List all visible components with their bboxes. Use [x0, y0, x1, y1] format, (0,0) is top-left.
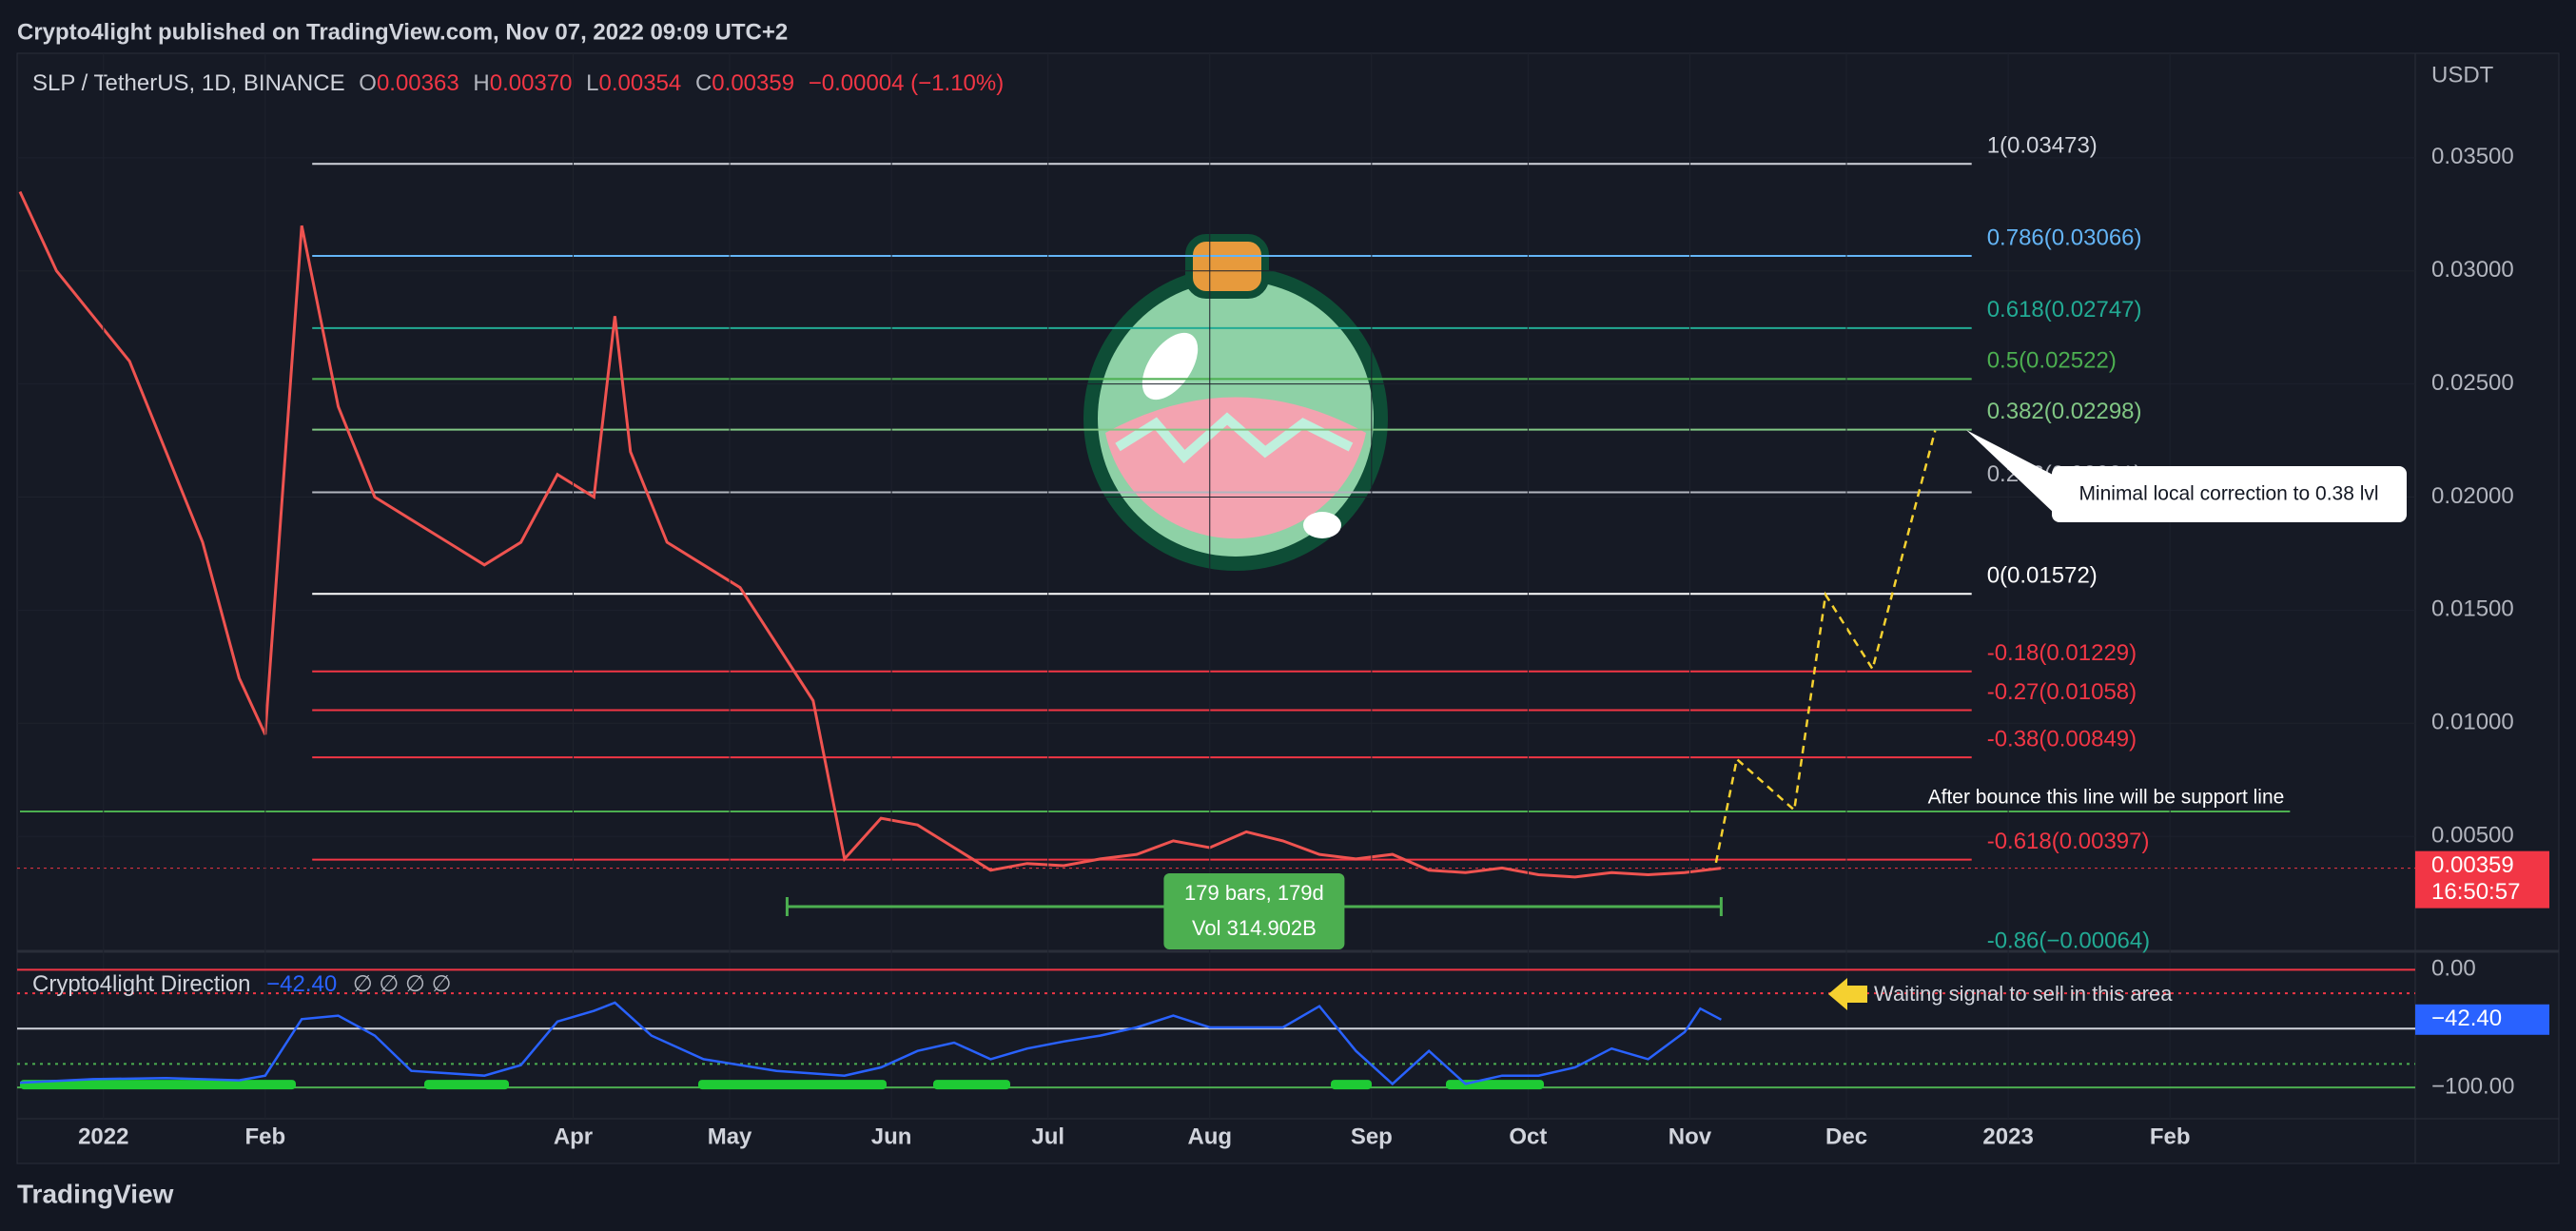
x-tick-label: Feb [244, 1124, 285, 1149]
ohlc-value: 0.00363 [377, 70, 459, 96]
fib-label: 1(0.03473) [1987, 133, 2098, 159]
fib-label: -0.38(0.00849) [1987, 726, 2137, 752]
legend: SLP / TetherUS, 1D, BINANCE O0.00363 H0.… [32, 70, 1004, 96]
y-tick-label: 0.01500 [2431, 596, 2514, 622]
x-tick-label: 2022 [78, 1124, 128, 1149]
price-tag-label: 0.00359 [2431, 852, 2514, 878]
fib-label: -0.86(−0.00064) [1987, 928, 2150, 953]
x-tick-label: 2023 [1982, 1124, 2033, 1149]
measure-bars: 179 bars, 179d [1184, 881, 1324, 905]
indicator-tag [2415, 1004, 2549, 1035]
x-tick-label: Sep [1351, 1124, 1393, 1149]
fib-label: -0.18(0.01229) [1987, 640, 2137, 666]
change: −0.00004 (−1.10%) [809, 70, 1005, 96]
ohlc-value: 0.00359 [712, 70, 794, 96]
signal-marker [933, 1080, 1010, 1090]
x-tick-label: May [708, 1124, 752, 1149]
x-tick-label: Apr [554, 1124, 593, 1149]
ohlc-key: O [359, 70, 377, 96]
countdown: 16:50:57 [2431, 879, 2520, 905]
ohlc-key: H [473, 70, 489, 96]
ohlc-value: 0.00370 [490, 70, 573, 96]
price-pane [17, 157, 2415, 879]
y-tick-label: 0.02000 [2431, 483, 2514, 509]
fib-label: 0.786(0.03066) [1987, 225, 2142, 250]
fib-label: 0(0.01572) [1987, 563, 2098, 589]
indicator-value: −42.40 [266, 971, 337, 997]
x-tick-label: Dec [1825, 1124, 1867, 1149]
signal-text: Waiting signal to sell in this area [1874, 982, 2173, 1006]
indicator-tick-label: −100.00 [2431, 1073, 2514, 1099]
x-tick-label: Jun [871, 1124, 912, 1149]
fib-label: 0.618(0.02747) [1987, 297, 2142, 322]
fib-label: -0.618(0.00397) [1987, 829, 2150, 854]
price-unit: USDT [2431, 62, 2494, 88]
measure-box [1163, 873, 1345, 949]
indicator-title: Crypto4light Direction [32, 971, 250, 997]
y-tick-label: 0.02500 [2431, 370, 2514, 396]
signal-marker [698, 1080, 887, 1090]
x-tick-label: Nov [1669, 1124, 1712, 1149]
ohlc-key: C [695, 70, 712, 96]
signal-marker [1446, 1080, 1544, 1090]
signal-marker [1331, 1080, 1372, 1090]
measure-volume: Vol 314.902B [1192, 916, 1317, 940]
brand: TradingView [17, 1179, 174, 1208]
x-tick-label: Jul [1031, 1124, 1064, 1149]
callout: Minimal local correction to 0.38 lvl [1966, 430, 2407, 522]
indicator-tag-label: −42.40 [2431, 1006, 2502, 1031]
chart-frame [16, 52, 2560, 1164]
signal-marker [424, 1080, 509, 1090]
symbol: SLP / TetherUS, 1D, BINANCE [32, 70, 345, 96]
x-tick-label: Feb [2150, 1124, 2191, 1149]
x-tick-label: Aug [1187, 1124, 1232, 1149]
slp-logo [1083, 234, 1388, 571]
fib-label: -0.27(0.01058) [1987, 679, 2137, 705]
y-tick-label: 0.01000 [2431, 710, 2514, 735]
fib-label: 0.5(0.02522) [1987, 348, 2117, 374]
signal-marker [20, 1080, 296, 1090]
callout-text: Minimal local correction to 0.38 lvl [2078, 483, 2378, 505]
indicator-extras: ∅ ∅ ∅ ∅ [353, 971, 452, 997]
header-title: Crypto4light published on TradingView.co… [17, 19, 788, 45]
x-tick-label: Oct [1509, 1124, 1547, 1149]
indicator-tick-label: 0.00 [2431, 956, 2476, 982]
y-tick-label: 0.03000 [2431, 257, 2514, 283]
fib-label: 0.382(0.02298) [1987, 399, 2142, 424]
price-line [18, 190, 1722, 879]
ohlc-key: L [586, 70, 598, 96]
price-tag [2415, 850, 2549, 909]
y-tick-label: 0.00500 [2431, 822, 2514, 848]
support-label: After bounce this line will be support l… [1928, 787, 2285, 809]
ohlc-value: 0.00354 [599, 70, 682, 96]
indicator-legend: Crypto4light Direction −42.40 ∅ ∅ ∅ ∅ [32, 971, 452, 997]
y-tick-label: 0.03500 [2431, 144, 2514, 169]
signal-callout: Waiting signal to sell in this area [1828, 978, 2173, 1010]
indicator-line [19, 1001, 1722, 1086]
